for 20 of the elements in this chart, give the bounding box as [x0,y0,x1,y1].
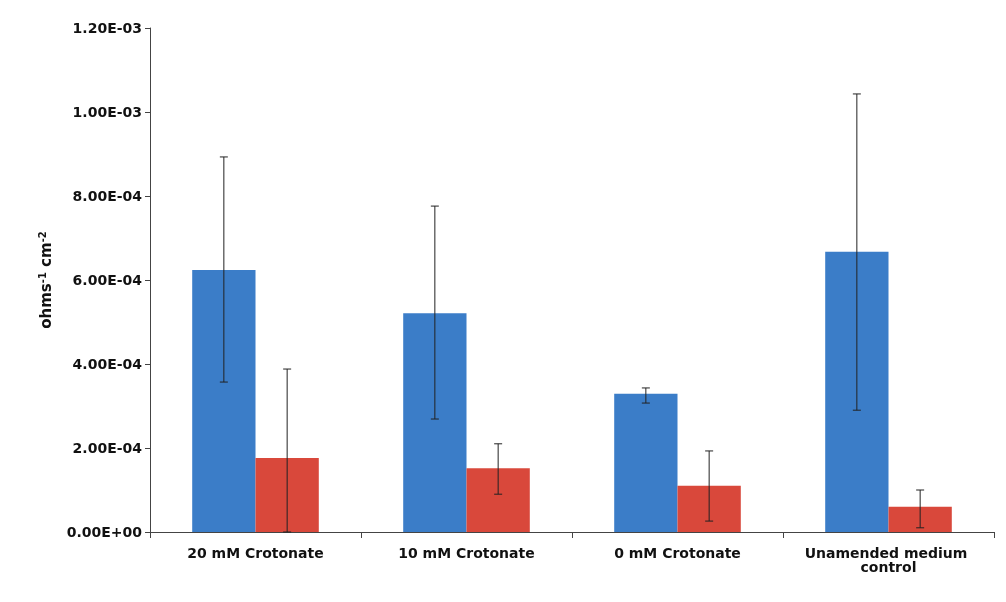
bar [825,251,889,532]
bar [403,313,467,532]
y-tick-label: 0.00E+00 [66,524,143,540]
y-tick-label: 2.00E-04 [72,440,143,456]
x-tick-label: 0 mM Crotonate [614,545,741,561]
y-tick-label: 1.20E-03 [72,20,142,36]
bar [192,269,256,532]
bar [677,485,741,532]
bar [255,458,319,532]
y-tick-label: 6.00E-04 [72,272,143,288]
x-tick-label: Unamended medium control [804,545,973,575]
y-tick-label: 1.00E-03 [72,104,142,120]
y-tick-label: 8.00E-04 [72,188,143,204]
x-tick-label: 20 mM Crotonate [187,545,324,561]
bar [614,393,678,532]
bar [888,506,952,532]
y-tick-label: 4.00E-04 [72,356,143,372]
bar [466,468,530,532]
y-axis-title: ohms-1 cm-2 [36,231,55,329]
x-tick-label: 10 mM Crotonate [398,545,535,561]
